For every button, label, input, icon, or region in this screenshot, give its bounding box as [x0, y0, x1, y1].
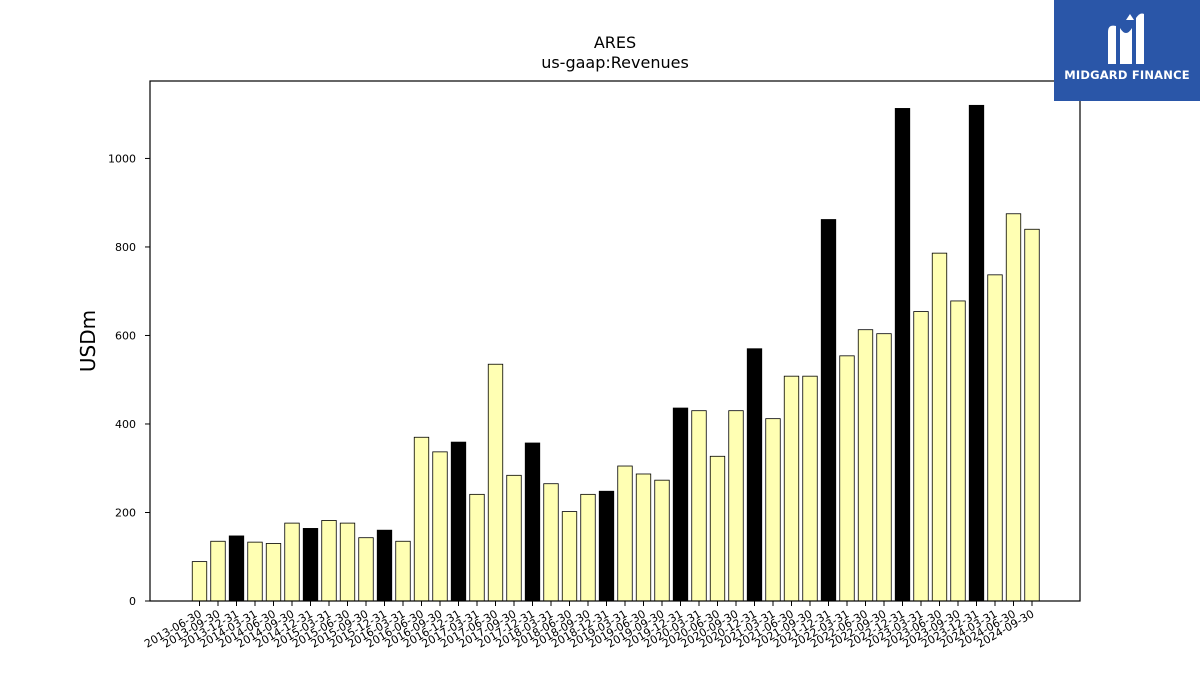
bar-2017-03-31 [469, 493, 485, 602]
bar-2020-09-30 [728, 410, 744, 602]
y-tick-label: 1000 [108, 152, 136, 165]
bar-2013-06-30 [191, 561, 208, 602]
bar-2024-09-30 [1024, 228, 1040, 602]
bar-2023-06-30 [931, 252, 948, 602]
bar-2019-12-31 [672, 407, 689, 602]
bar-2013-09-30 [210, 540, 226, 602]
chart-title: ARES [594, 33, 636, 52]
bar-2017-12-31 [524, 442, 541, 602]
bar-2023-03-31 [913, 311, 929, 602]
midgard-logo-icon [1108, 13, 1144, 65]
bar-2017-06-30 [487, 363, 504, 602]
bar-2018-12-31 [598, 490, 615, 602]
bar-2016-03-31 [395, 540, 411, 602]
bar-2018-09-30 [580, 493, 596, 602]
bar-2024-03-31 [987, 274, 1003, 602]
bar-2018-03-31 [543, 483, 559, 602]
chart-subtitle: us-gaap:Revenues [541, 53, 689, 72]
bar-2016-12-31 [450, 441, 467, 602]
bar-2014-03-31 [247, 541, 263, 602]
bar-2021-12-31 [820, 219, 837, 602]
bar-2023-09-30 [950, 300, 966, 602]
bar-2021-09-30 [802, 375, 818, 602]
bar-2019-03-31 [617, 465, 633, 602]
bar-2019-06-30 [635, 473, 652, 602]
y-axis-ticks: 0 200 400 600 800 1000 [108, 152, 150, 608]
bar-2015-06-30 [339, 522, 356, 602]
bar-2015-03-31 [321, 520, 337, 602]
bar-2023-12-31 [968, 104, 985, 602]
bar-2020-06-30 [709, 455, 726, 602]
y-axis-label: USDm [76, 310, 100, 372]
bar-2022-12-31 [894, 108, 911, 602]
bar-2013-12-31 [228, 535, 245, 602]
bar-2020-12-31 [746, 348, 763, 602]
bar-2015-12-31 [376, 529, 393, 602]
y-tick-label: 0 [129, 595, 136, 608]
bar-2018-06-30 [561, 511, 578, 602]
bar-2022-03-31 [839, 355, 855, 602]
bar-2020-03-31 [691, 410, 707, 602]
bar-2022-09-30 [876, 333, 892, 602]
y-tick-label: 600 [115, 329, 136, 342]
bar-2014-12-31 [302, 528, 319, 602]
bar-2022-06-30 [857, 329, 874, 602]
bar-2024-06-30 [1005, 213, 1022, 602]
logo-text: MIDGARD FINANCE [1064, 68, 1190, 82]
x-axis-ticks: 2013-06-302013-09-302013-12-312014-03-31… [142, 601, 1037, 651]
bar-2015-09-30 [358, 537, 374, 602]
bar-2014-06-30 [265, 543, 282, 602]
bar-2019-09-30 [654, 479, 670, 602]
bar-2021-06-30 [783, 375, 800, 602]
y-tick-label: 800 [115, 241, 136, 254]
bar-2014-09-30 [284, 522, 300, 602]
bar-2016-06-30 [413, 436, 430, 602]
plot-frame [149, 80, 1081, 602]
y-tick-label: 400 [115, 418, 136, 431]
bar-2016-09-30 [432, 451, 448, 602]
midgard-finance-logo: MIDGARD FINANCE [1054, 0, 1200, 101]
bar-2021-03-31 [765, 418, 781, 602]
bars-group [191, 104, 1040, 602]
y-tick-label: 200 [115, 506, 136, 519]
bar-2017-09-30 [506, 474, 522, 602]
